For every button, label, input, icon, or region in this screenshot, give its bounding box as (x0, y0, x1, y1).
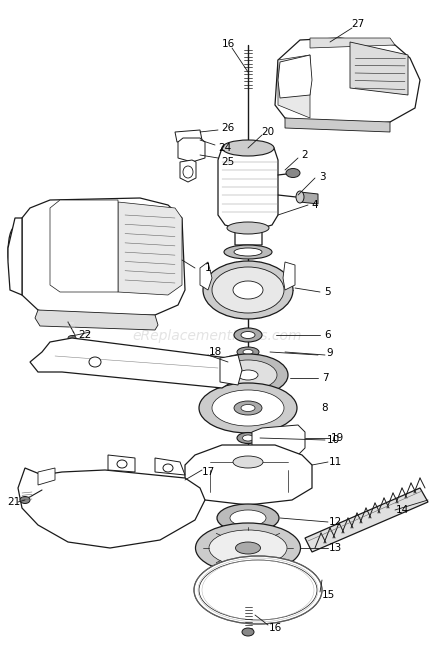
Text: 8: 8 (321, 403, 328, 413)
Text: 11: 11 (328, 457, 341, 467)
Ellipse shape (183, 166, 193, 178)
Polygon shape (108, 455, 135, 472)
Ellipse shape (237, 347, 258, 357)
Text: 9: 9 (326, 348, 332, 358)
Polygon shape (309, 38, 394, 48)
Polygon shape (277, 55, 311, 98)
Text: 25: 25 (221, 157, 234, 167)
Ellipse shape (230, 510, 265, 526)
Text: 12: 12 (328, 517, 341, 527)
Polygon shape (217, 148, 277, 245)
Polygon shape (184, 445, 311, 505)
Text: 2: 2 (301, 150, 308, 160)
Ellipse shape (240, 404, 254, 411)
Ellipse shape (227, 222, 268, 234)
Polygon shape (274, 38, 419, 128)
Polygon shape (349, 42, 407, 95)
Polygon shape (155, 458, 184, 475)
Text: 7: 7 (321, 373, 328, 383)
Ellipse shape (198, 383, 296, 433)
Polygon shape (251, 425, 304, 455)
Text: 15: 15 (321, 590, 334, 600)
Ellipse shape (237, 432, 258, 443)
Ellipse shape (240, 331, 254, 338)
Text: 16: 16 (268, 623, 281, 633)
Ellipse shape (241, 628, 253, 636)
Text: 21: 21 (7, 497, 20, 507)
Polygon shape (174, 130, 201, 142)
Text: 27: 27 (351, 19, 364, 29)
Polygon shape (38, 468, 55, 485)
Polygon shape (35, 310, 158, 330)
Text: 16: 16 (221, 39, 234, 49)
Ellipse shape (233, 401, 261, 415)
Text: 4: 4 (311, 200, 318, 210)
Polygon shape (50, 200, 118, 292)
Polygon shape (18, 468, 204, 548)
Text: 3: 3 (318, 172, 325, 182)
Polygon shape (304, 488, 427, 552)
Ellipse shape (233, 328, 261, 342)
Ellipse shape (163, 464, 173, 472)
Ellipse shape (207, 354, 287, 396)
Text: 14: 14 (395, 505, 408, 515)
Text: 10: 10 (326, 435, 339, 445)
Ellipse shape (198, 560, 316, 620)
Text: 5: 5 (324, 287, 331, 297)
Ellipse shape (68, 336, 76, 340)
Ellipse shape (242, 435, 253, 441)
Ellipse shape (235, 542, 260, 554)
Text: 13: 13 (328, 543, 341, 553)
Ellipse shape (195, 523, 300, 573)
Polygon shape (30, 338, 234, 388)
Ellipse shape (237, 370, 257, 380)
Polygon shape (180, 160, 196, 182)
Ellipse shape (203, 261, 293, 319)
Text: 24: 24 (218, 143, 231, 153)
Text: 1: 1 (204, 263, 211, 273)
Polygon shape (8, 218, 22, 295)
Text: 18: 18 (208, 347, 221, 357)
Text: 20: 20 (261, 127, 274, 137)
Ellipse shape (89, 357, 101, 367)
Text: 19: 19 (329, 433, 343, 443)
Text: 17: 17 (201, 467, 214, 477)
Text: eReplacementParts.com: eReplacementParts.com (132, 329, 302, 344)
Text: 26: 26 (221, 123, 234, 133)
Polygon shape (299, 192, 317, 204)
Polygon shape (118, 202, 181, 295)
Polygon shape (178, 138, 204, 162)
Polygon shape (200, 262, 211, 290)
Ellipse shape (233, 281, 263, 299)
Ellipse shape (208, 530, 286, 566)
Ellipse shape (233, 456, 263, 468)
Ellipse shape (233, 248, 261, 256)
Text: 6: 6 (324, 330, 331, 340)
Ellipse shape (20, 496, 30, 503)
Polygon shape (22, 198, 184, 318)
Polygon shape (284, 118, 389, 132)
Ellipse shape (224, 245, 271, 259)
Ellipse shape (295, 191, 303, 203)
Ellipse shape (243, 349, 253, 355)
Ellipse shape (211, 267, 283, 313)
Ellipse shape (285, 168, 299, 177)
Text: 22: 22 (78, 330, 92, 340)
Ellipse shape (194, 556, 321, 624)
Polygon shape (283, 262, 294, 290)
Polygon shape (220, 355, 241, 385)
Ellipse shape (217, 504, 278, 532)
Ellipse shape (211, 390, 283, 426)
Ellipse shape (221, 140, 273, 156)
Ellipse shape (117, 460, 127, 468)
Ellipse shape (218, 360, 276, 390)
Polygon shape (277, 55, 309, 118)
